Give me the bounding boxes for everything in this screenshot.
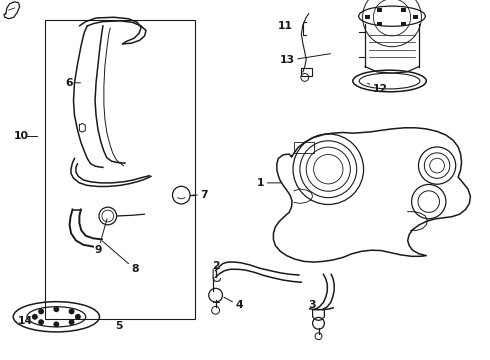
Circle shape: [32, 314, 38, 320]
Bar: [413, 15, 417, 19]
Bar: [294, 142, 314, 153]
Text: 4: 4: [224, 297, 243, 310]
Text: 12: 12: [368, 83, 388, 94]
Circle shape: [69, 309, 74, 314]
Text: 11: 11: [278, 21, 293, 31]
Text: 2: 2: [212, 261, 220, 271]
Text: 7: 7: [193, 190, 208, 200]
Circle shape: [69, 319, 74, 325]
Text: 10: 10: [14, 131, 29, 141]
Bar: [377, 22, 382, 26]
Text: 13: 13: [280, 54, 330, 66]
Bar: [45, 20, 195, 319]
Text: 14: 14: [18, 316, 38, 326]
Bar: [401, 22, 406, 26]
Text: 1: 1: [257, 178, 281, 188]
Bar: [401, 8, 406, 13]
Text: 5: 5: [115, 321, 122, 331]
Bar: [377, 8, 382, 13]
Bar: [301, 68, 312, 76]
Text: 3: 3: [308, 300, 319, 310]
Circle shape: [38, 309, 44, 314]
Bar: [366, 15, 370, 19]
Text: 6: 6: [65, 78, 80, 88]
Circle shape: [53, 306, 59, 312]
Text: 9: 9: [95, 219, 107, 255]
Circle shape: [75, 314, 81, 320]
Circle shape: [53, 321, 59, 327]
Circle shape: [38, 319, 44, 325]
Text: 8: 8: [102, 241, 139, 274]
